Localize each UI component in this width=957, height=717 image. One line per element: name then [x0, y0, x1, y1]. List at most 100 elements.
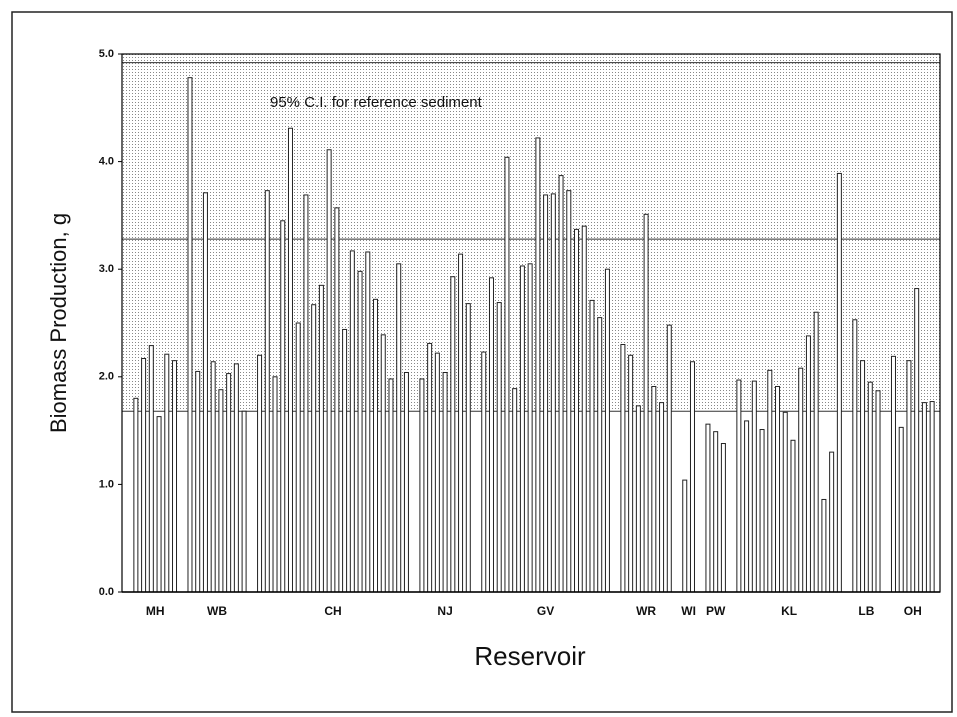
bar	[272, 376, 278, 593]
group-label: WR	[636, 604, 656, 618]
bar	[550, 193, 556, 593]
bar	[442, 371, 448, 593]
bar	[574, 228, 580, 593]
group-label: WB	[207, 604, 227, 618]
bar	[651, 385, 657, 593]
bar	[635, 405, 641, 593]
bar	[821, 498, 827, 593]
bar	[403, 371, 409, 593]
bar	[481, 351, 487, 593]
bar	[187, 77, 193, 593]
bar	[164, 353, 170, 593]
bar	[836, 172, 842, 593]
y-tick-label: 4.0	[99, 156, 114, 168]
bar	[504, 156, 510, 593]
bar	[512, 388, 518, 593]
bar	[713, 431, 719, 593]
bar	[666, 324, 672, 593]
bar	[450, 276, 456, 593]
bar	[566, 190, 572, 593]
bar	[380, 334, 386, 593]
bar	[682, 479, 688, 593]
bar	[805, 335, 811, 593]
bar	[744, 420, 750, 593]
bar	[373, 298, 379, 593]
group-label: WI	[681, 604, 696, 618]
bar	[434, 352, 440, 593]
bar	[875, 390, 881, 593]
bar	[241, 410, 247, 593]
bar	[295, 322, 301, 593]
x-axis-label: Reservoir	[474, 641, 586, 671]
bar	[813, 311, 819, 593]
bar	[202, 192, 208, 593]
bar	[195, 370, 201, 593]
bar	[906, 360, 912, 593]
bar	[458, 253, 464, 593]
frame	[11, 11, 953, 713]
bar	[604, 268, 610, 593]
bar	[427, 342, 433, 593]
bar	[172, 360, 178, 593]
y-tick-label: 5.0	[99, 48, 114, 60]
bar	[705, 423, 711, 593]
bar	[334, 207, 340, 593]
bar	[303, 194, 309, 593]
y-tick-label: 3.0	[99, 263, 114, 275]
bar	[751, 380, 757, 593]
y-tick-label: 0.0	[99, 586, 114, 598]
bar	[929, 401, 935, 593]
bar	[141, 358, 147, 593]
bar	[782, 411, 788, 593]
bar	[921, 402, 927, 593]
bar	[589, 299, 595, 593]
bar	[535, 137, 541, 593]
bar	[558, 175, 564, 593]
bar	[860, 360, 866, 593]
bar	[388, 378, 394, 593]
bar	[689, 361, 695, 593]
bar	[519, 265, 525, 593]
bar	[775, 385, 781, 593]
bar	[620, 344, 626, 593]
bar	[311, 304, 317, 593]
bar	[326, 149, 332, 593]
bar	[357, 270, 363, 593]
bar	[218, 389, 224, 593]
bar	[898, 426, 904, 593]
group-label: OH	[904, 604, 922, 618]
bar	[798, 367, 804, 593]
bar	[767, 369, 773, 593]
bar	[488, 277, 494, 593]
bar	[349, 250, 355, 593]
bar	[914, 288, 920, 593]
bar	[736, 379, 742, 593]
bar	[280, 220, 286, 593]
bar	[628, 354, 634, 593]
bar	[867, 381, 873, 593]
group-label: KL	[781, 604, 797, 618]
bar	[829, 451, 835, 593]
bar	[643, 213, 649, 593]
group-label: LB	[858, 604, 874, 618]
bar	[720, 443, 726, 593]
bar	[226, 373, 232, 593]
group-label: PW	[706, 604, 726, 618]
bar	[543, 194, 549, 593]
bar	[210, 361, 216, 593]
bar	[287, 127, 293, 593]
bar	[257, 354, 263, 593]
bar	[318, 284, 324, 593]
bar	[396, 263, 402, 593]
bar	[365, 251, 371, 593]
bar	[342, 328, 348, 593]
bar	[527, 263, 533, 593]
bar	[496, 302, 502, 593]
bar	[852, 319, 858, 593]
bar	[148, 345, 154, 593]
y-tick-label: 2.0	[99, 371, 114, 383]
bar	[597, 317, 603, 593]
bar	[465, 303, 471, 593]
bar	[790, 439, 796, 593]
